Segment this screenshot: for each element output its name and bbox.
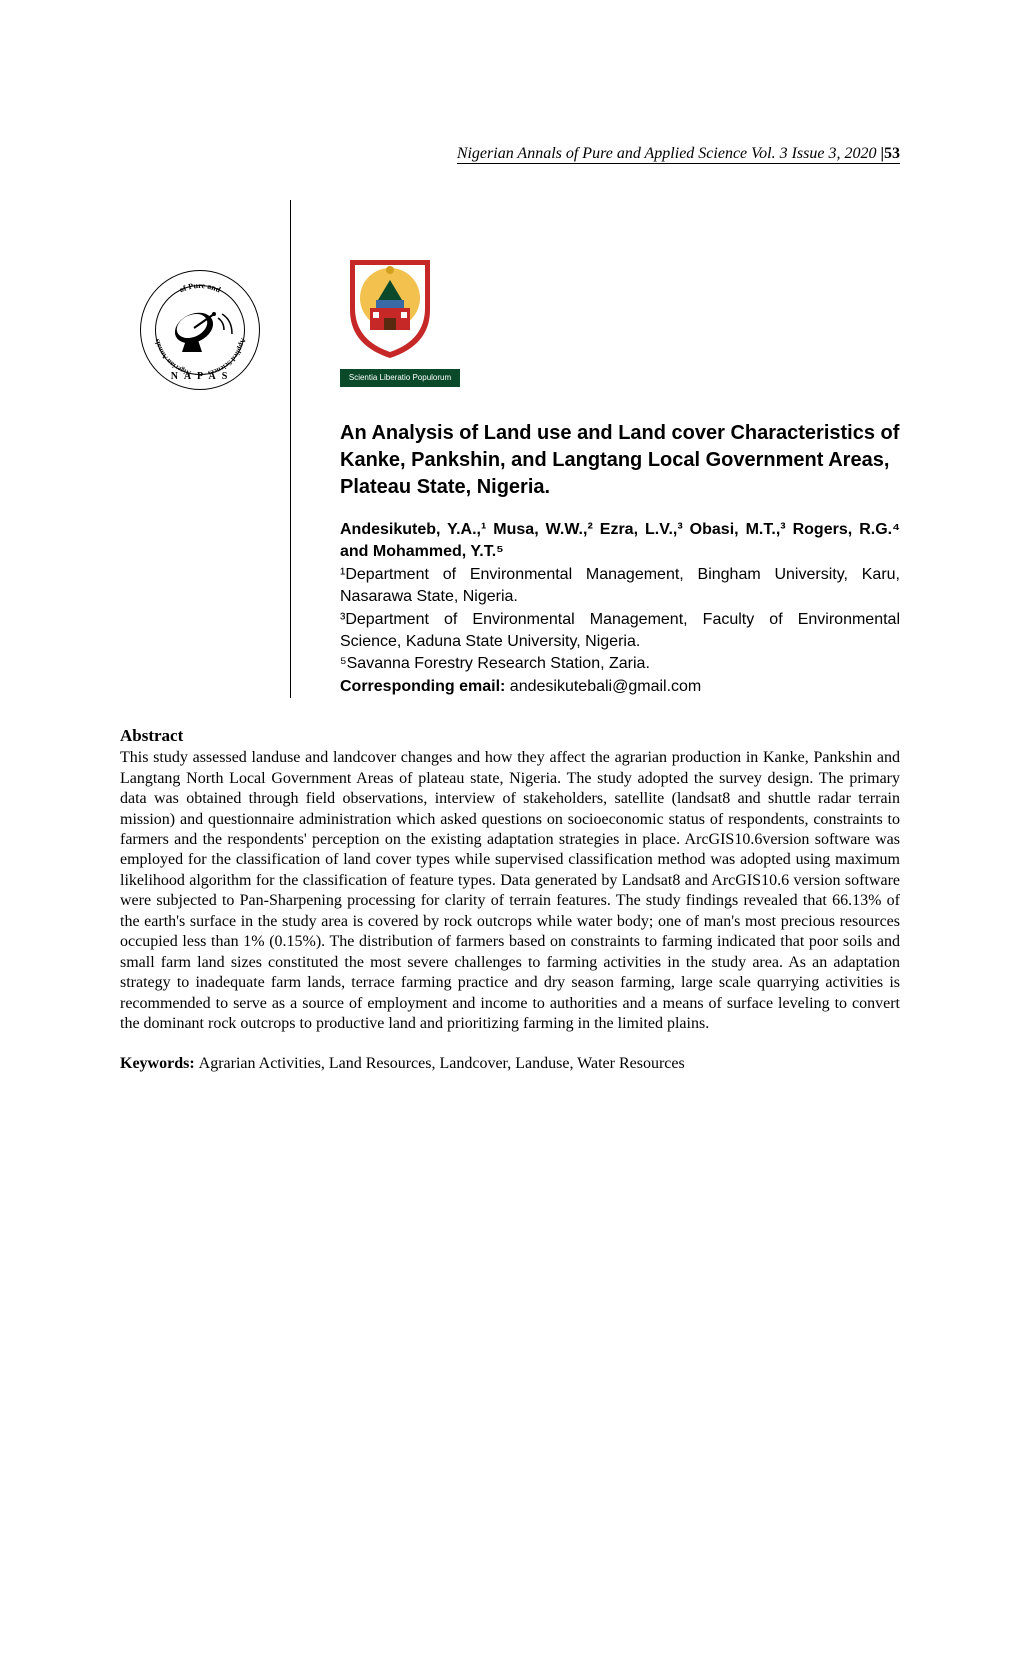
keywords-line: Keywords: Agrarian Activities, Land Reso… [120,1055,900,1073]
napas-logo: of Pure and Nigerian Annals Applied Scie… [140,270,260,390]
napas-logo-column: of Pure and Nigerian Annals Applied Scie… [120,200,280,698]
satellite-dish-icon [166,306,236,356]
affiliation-5: ⁵Savanna Forestry Research Station, Zari… [340,653,900,675]
affiliation-3: ³Department of Environmental Management,… [340,609,900,654]
keywords-label: Keywords: [120,1055,199,1072]
university-motto-banner: Scientia Liberatio Populorum [340,369,460,387]
university-logo: Scientia Liberatio Populorum [340,250,460,390]
university-shield-icon [340,250,440,360]
keywords-text: Agrarian Activities, Land Resources, Lan… [199,1055,685,1072]
page-number: 53 [884,145,900,164]
napas-inner-ring [155,285,245,375]
abstract-section: Abstract This study assessed landuse and… [120,726,900,1035]
affiliation-1: ¹Department of Environmental Management,… [340,564,900,609]
corresponding-address: andesikutebali@gmail.com [510,678,701,695]
authors-list: Andesikuteb, Y.A.,¹ Musa, W.W.,² Ezra, L… [340,519,900,564]
title-content-column: Scientia Liberatio Populorum An Analysis… [340,200,900,698]
vertical-divider [290,200,320,698]
corresponding-email: Corresponding email: andesikutebali@gmai… [340,676,900,698]
header-columns: of Pure and Nigerian Annals Applied Scie… [120,200,900,698]
napas-acronym: N A P A S [140,371,260,382]
journal-name: Nigerian Annals of Pure and Applied Scie… [457,145,881,164]
corresponding-label: Corresponding email: [340,678,510,695]
abstract-body: This study assessed landuse and landcove… [120,748,900,1035]
abstract-heading: Abstract [120,726,900,746]
running-header: Nigerian Annals of Pure and Applied Scie… [457,145,900,163]
article-title: An Analysis of Land use and Land cover C… [340,420,900,501]
